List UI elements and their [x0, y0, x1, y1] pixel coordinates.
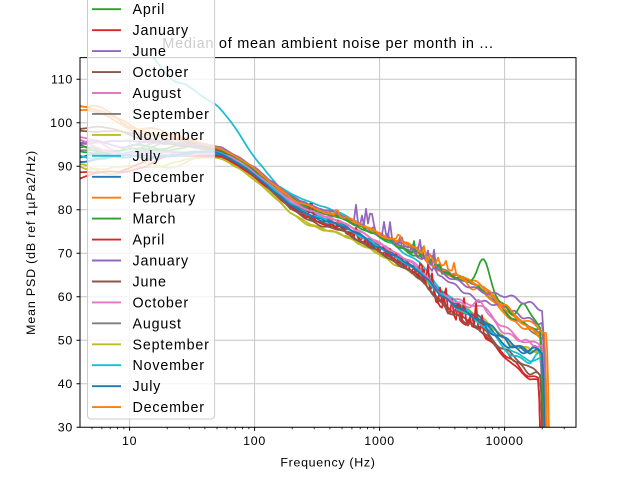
svg-text:October: October	[133, 65, 189, 81]
svg-text:December: December	[133, 170, 205, 186]
svg-text:July: July	[133, 149, 162, 165]
svg-text:110: 110	[51, 73, 73, 87]
svg-text:60: 60	[58, 290, 73, 304]
svg-text:February: February	[133, 191, 197, 207]
svg-text:80: 80	[58, 203, 73, 217]
svg-text:50: 50	[58, 334, 73, 348]
svg-text:1000: 1000	[364, 434, 395, 448]
svg-text:September: September	[133, 107, 210, 123]
svg-text:10: 10	[122, 434, 137, 448]
svg-text:April: April	[133, 233, 166, 249]
svg-text:January: January	[133, 23, 190, 39]
svg-text:Median of mean ambient noise p: Median of mean ambient noise per month i…	[162, 36, 493, 52]
svg-text:October: October	[133, 295, 189, 311]
svg-text:November: November	[133, 128, 205, 144]
svg-text:August: August	[133, 86, 182, 102]
svg-text:30: 30	[58, 421, 73, 435]
svg-text:April: April	[133, 2, 166, 18]
svg-text:90: 90	[58, 160, 73, 174]
svg-text:Frequency (Hz): Frequency (Hz)	[280, 456, 375, 470]
svg-text:100: 100	[50, 116, 73, 130]
svg-text:January: January	[133, 254, 190, 270]
svg-text:March: March	[133, 212, 177, 228]
svg-text:November: November	[133, 358, 205, 374]
svg-text:70: 70	[58, 247, 73, 261]
svg-text:August: August	[133, 316, 182, 332]
svg-text:September: September	[133, 337, 210, 353]
svg-text:100: 100	[243, 434, 266, 448]
svg-text:June: June	[133, 44, 167, 60]
svg-text:40: 40	[58, 377, 73, 391]
svg-text:July: July	[133, 379, 162, 395]
svg-text:Mean PSD (dB ref 1µPa2/Hz): Mean PSD (dB ref 1µPa2/Hz)	[24, 150, 38, 335]
svg-text:10000: 10000	[485, 434, 523, 448]
svg-text:June: June	[133, 275, 167, 291]
svg-text:December: December	[133, 400, 205, 416]
